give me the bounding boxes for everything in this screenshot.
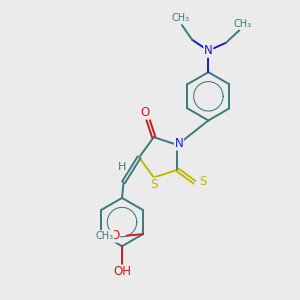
Text: S: S (199, 175, 206, 188)
Text: N: N (175, 137, 183, 150)
Text: CH₃: CH₃ (233, 19, 251, 29)
Text: CH₃: CH₃ (96, 231, 114, 241)
Text: O: O (110, 229, 119, 242)
Text: CH₃: CH₃ (171, 13, 190, 23)
Text: S: S (151, 178, 158, 191)
Text: OH: OH (113, 265, 131, 278)
Text: N: N (204, 44, 213, 57)
Text: H: H (118, 163, 126, 172)
Text: O: O (141, 106, 150, 119)
